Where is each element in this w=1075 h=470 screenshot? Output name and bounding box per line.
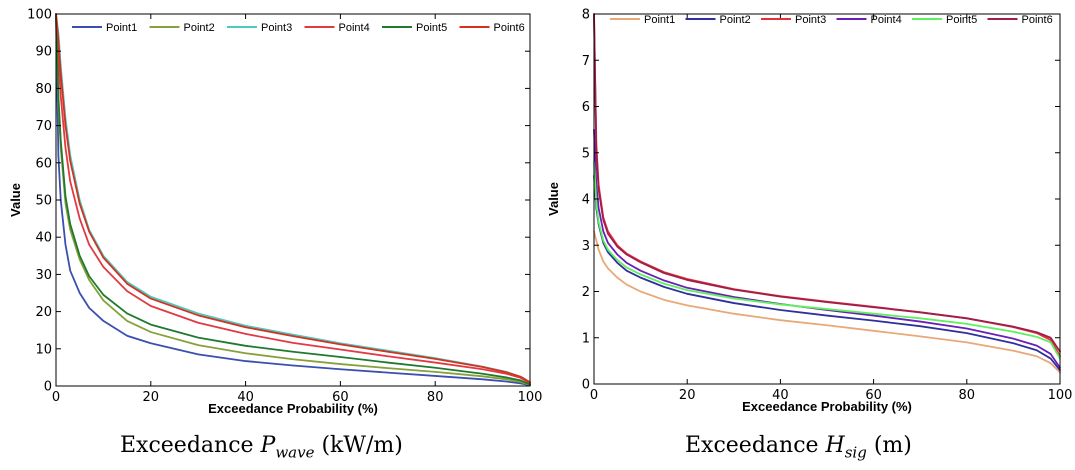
- caption-right-symbol: H: [825, 433, 845, 458]
- x-tick-label: 100: [518, 390, 543, 405]
- series-line-point4: [55, 13, 531, 384]
- x-tick-label: 20: [679, 388, 696, 403]
- series-line-point1: [593, 230, 1061, 374]
- legend-label-point2: Point2: [184, 22, 215, 34]
- caption-left-suffix: (kW/m): [314, 433, 403, 458]
- y-axis: 0 10 20 30 40 50 60 70 80 90 100: [27, 8, 530, 395]
- legend: Point1 Point2 Point3 Point4 Point5 Point6: [72, 22, 525, 34]
- y-tick-label: 20: [35, 305, 52, 320]
- y-tick-label: 100: [27, 8, 52, 23]
- x-tick-label: 80: [427, 390, 444, 405]
- legend-label-point3: Point3: [795, 14, 826, 26]
- plot-frame: [55, 13, 531, 387]
- caption-right-sub: sig: [844, 443, 867, 462]
- y-tick-label: 0: [582, 378, 590, 393]
- series-group: [55, 13, 531, 387]
- caption-left-prefix: Exceedance: [120, 433, 261, 458]
- y-axis-label: Value: [8, 183, 23, 217]
- y-tick-label: 7: [582, 54, 590, 69]
- legend-label-point1: Point1: [644, 14, 675, 26]
- y-axis-label: Value: [546, 182, 561, 216]
- series-line-point2: [593, 174, 1061, 372]
- y-tick-label: 50: [35, 194, 52, 209]
- y-tick-label: 40: [35, 231, 52, 246]
- series-line-point5: [55, 13, 531, 386]
- y-tick-label: 70: [35, 119, 52, 134]
- series-line-point5: [593, 161, 1061, 360]
- y-tick-label: 5: [582, 146, 590, 161]
- x-tick-label: 0: [52, 390, 60, 405]
- legend-label-point5: Point5: [946, 14, 977, 26]
- legend-label-point5: Point5: [416, 22, 447, 34]
- series-group: [593, 13, 1061, 374]
- y-tick-label: 8: [582, 8, 590, 23]
- y-axis: 0 1 2 3 4 5 6 7 8: [582, 8, 1060, 393]
- legend-label-point2: Point2: [720, 14, 751, 26]
- y-tick-label: 2: [582, 285, 590, 300]
- x-axis-label: Exceedance Probability (%): [742, 399, 912, 414]
- y-tick-label: 80: [35, 82, 52, 97]
- y-tick-label: 4: [582, 193, 590, 208]
- legend-label-point4: Point4: [339, 22, 370, 34]
- caption-left: Exceedance Pwave (kW/m): [120, 433, 403, 461]
- x-axis: 0 20 40 60 80 100: [590, 14, 1073, 403]
- x-tick-label: 100: [1048, 388, 1073, 403]
- y-tick-label: 0: [44, 380, 52, 395]
- chart-1: 0 20 40 60 80 100 0 10 20 30 40 50 60 70 80 90 100 Exceed…: [8, 8, 542, 417]
- caption-right-suffix: (m): [866, 433, 912, 458]
- caption-left-sub: wave: [275, 443, 315, 462]
- x-tick-label: 60: [865, 388, 882, 403]
- x-tick-label: 20: [143, 390, 160, 405]
- y-tick-label: 10: [35, 342, 52, 357]
- caption-right-prefix: Exceedance: [685, 433, 826, 458]
- legend-label-point6: Point6: [1022, 14, 1053, 26]
- caption-right: Exceedance Hsig (m): [685, 433, 912, 461]
- legend-label-point4: Point4: [871, 14, 902, 26]
- y-tick-label: 6: [582, 100, 590, 115]
- chart-2: 0 20 40 60 80 100 0 1 2 3 4 5 6 7 8 Exceedance Probabil…: [546, 8, 1072, 415]
- caption-left-symbol: P: [260, 433, 276, 458]
- y-tick-label: 30: [35, 268, 52, 283]
- x-tick-label: 60: [332, 390, 349, 405]
- y-tick-label: 60: [35, 156, 52, 171]
- x-tick-label: 40: [772, 388, 789, 403]
- x-tick-label: 80: [959, 388, 976, 403]
- x-tick-label: 0: [590, 388, 598, 403]
- legend-label-point6: Point6: [494, 22, 525, 34]
- legend-label-point1: Point1: [106, 22, 137, 34]
- series-line-point3: [55, 13, 531, 384]
- x-axis: 0 20 40 60 80 100: [52, 14, 543, 405]
- y-tick-label: 3: [582, 239, 590, 254]
- x-axis-label: Exceedance Probability (%): [208, 401, 378, 416]
- y-tick-label: 90: [35, 45, 52, 60]
- series-line-point1: [55, 13, 531, 387]
- legend-label-point3: Point3: [261, 22, 292, 34]
- series-line-point6: [55, 13, 531, 384]
- series-line-point6: [593, 13, 1061, 353]
- series-line-point2: [55, 13, 531, 386]
- series-line-point4: [593, 128, 1061, 369]
- x-tick-label: 40: [237, 390, 254, 405]
- series-line-point3: [593, 13, 1061, 358]
- y-tick-label: 1: [582, 331, 590, 346]
- legend: Point1 Point2 Point3 Point4 Point5 Point6: [610, 14, 1053, 26]
